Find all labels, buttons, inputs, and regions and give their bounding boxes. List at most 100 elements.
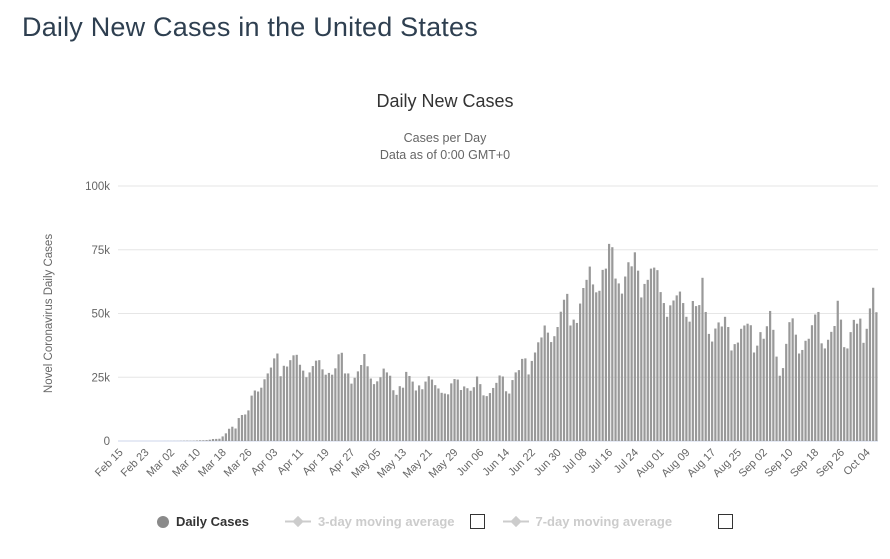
daily-cases-bar[interactable]	[855, 323, 859, 441]
daily-cases-bar[interactable]	[540, 337, 543, 441]
daily-cases-bar[interactable]	[797, 353, 801, 441]
daily-cases-bar[interactable]	[785, 343, 788, 442]
daily-cases-bar[interactable]	[321, 369, 324, 442]
daily-cases-bar[interactable]	[862, 342, 865, 441]
daily-cases-bar[interactable]	[617, 283, 620, 441]
daily-cases-bar[interactable]	[405, 371, 408, 441]
daily-cases-bar[interactable]	[624, 276, 627, 441]
daily-cases-bar[interactable]	[743, 325, 746, 442]
daily-cases-bar[interactable]	[566, 293, 569, 442]
daily-cases-bar[interactable]	[524, 358, 527, 441]
daily-cases-bar[interactable]	[804, 340, 807, 441]
daily-cases-bar[interactable]	[630, 266, 633, 441]
daily-cases-bar[interactable]	[376, 381, 379, 441]
daily-cases-bar[interactable]	[788, 322, 791, 441]
daily-cases-bar[interactable]	[369, 378, 372, 441]
daily-cases-bar[interactable]	[553, 336, 556, 441]
daily-cases-bar[interactable]	[469, 390, 472, 441]
daily-cases-bar[interactable]	[875, 312, 878, 442]
daily-cases-bar[interactable]	[678, 291, 682, 441]
daily-cases-bar[interactable]	[250, 395, 253, 441]
daily-cases-bar[interactable]	[588, 266, 591, 441]
daily-cases-bar[interactable]	[736, 342, 740, 441]
daily-cases-bar[interactable]	[363, 354, 366, 441]
daily-cases-bar[interactable]	[227, 428, 231, 441]
daily-cases-bar[interactable]	[356, 371, 360, 441]
daily-cases-bar[interactable]	[247, 410, 250, 441]
daily-cases-bar[interactable]	[579, 303, 582, 441]
daily-cases-bar[interactable]	[318, 360, 321, 441]
daily-cases-bar[interactable]	[199, 440, 202, 441]
daily-cases-bar[interactable]	[868, 308, 872, 441]
daily-cases-bar[interactable]	[385, 372, 389, 441]
daily-cases-bar[interactable]	[749, 325, 752, 441]
daily-cases-bar[interactable]	[752, 352, 756, 441]
daily-cases-bar[interactable]	[672, 300, 675, 442]
daily-cases-bar[interactable]	[427, 376, 430, 441]
daily-cases-bar[interactable]	[807, 338, 810, 442]
daily-cases-bar[interactable]	[714, 328, 717, 441]
daily-cases-bar[interactable]	[836, 300, 839, 441]
daily-cases-bar[interactable]	[285, 366, 289, 441]
daily-cases-bar[interactable]	[636, 270, 640, 441]
daily-cases-bar[interactable]	[398, 386, 401, 442]
daily-cases-bar[interactable]	[279, 376, 282, 441]
daily-cases-bar[interactable]	[604, 268, 607, 441]
daily-cases-bar[interactable]	[633, 252, 636, 441]
daily-cases-bar[interactable]	[298, 364, 302, 441]
daily-cases-bar[interactable]	[701, 277, 704, 441]
daily-cases-bar[interactable]	[694, 306, 698, 442]
daily-cases-bar[interactable]	[430, 379, 434, 442]
daily-cases-bar[interactable]	[556, 327, 559, 441]
daily-cases-bar[interactable]	[260, 387, 263, 441]
daily-cases-bar[interactable]	[382, 368, 385, 441]
daily-cases-bar[interactable]	[817, 311, 820, 441]
daily-cases-bar[interactable]	[379, 377, 382, 441]
daily-cases-bar[interactable]	[485, 396, 488, 441]
daily-cases-bar[interactable]	[543, 325, 546, 442]
daily-cases-bar[interactable]	[704, 311, 707, 441]
daily-cases-bar[interactable]	[591, 284, 595, 441]
daily-cases-bar[interactable]	[314, 360, 318, 442]
daily-cases-bar[interactable]	[482, 395, 485, 442]
daily-cases-bar[interactable]	[640, 297, 643, 441]
daily-cases-bar[interactable]	[479, 384, 482, 441]
daily-cases-bar[interactable]	[347, 373, 350, 442]
daily-cases-bar[interactable]	[582, 288, 585, 441]
daily-cases-bar[interactable]	[595, 292, 598, 441]
daily-cases-bar[interactable]	[450, 383, 453, 441]
daily-cases-bar[interactable]	[417, 385, 421, 441]
daily-cases-bar[interactable]	[211, 439, 215, 441]
daily-cases-bar[interactable]	[504, 391, 508, 441]
daily-cases-bar[interactable]	[475, 376, 479, 442]
daily-cases-bar[interactable]	[688, 321, 691, 441]
daily-cases-bar[interactable]	[514, 372, 517, 441]
daily-cases-bar[interactable]	[292, 355, 295, 441]
daily-cases-bar[interactable]	[646, 279, 649, 441]
daily-cases-bar[interactable]	[572, 319, 575, 441]
7day-checkbox[interactable]	[718, 514, 734, 529]
daily-cases-bar[interactable]	[408, 375, 411, 442]
daily-cases-bar[interactable]	[569, 325, 572, 442]
daily-cases-bar[interactable]	[343, 373, 347, 442]
daily-cases-bar[interactable]	[711, 341, 714, 441]
daily-cases-bar[interactable]	[772, 329, 775, 441]
daily-cases-bar[interactable]	[575, 322, 579, 442]
daily-cases-bar[interactable]	[340, 352, 343, 441]
daily-cases-bar[interactable]	[537, 342, 540, 441]
daily-cases-bar[interactable]	[459, 390, 463, 441]
daily-cases-bar[interactable]	[237, 418, 240, 441]
daily-cases-bar[interactable]	[195, 440, 199, 441]
daily-cases-bar[interactable]	[559, 311, 562, 441]
daily-cases-bar[interactable]	[221, 436, 224, 441]
daily-cases-bar[interactable]	[820, 343, 823, 441]
daily-cases-bar[interactable]	[492, 387, 495, 441]
daily-cases-bar[interactable]	[865, 328, 868, 441]
daily-cases-bar[interactable]	[253, 390, 256, 441]
daily-cases-bar[interactable]	[533, 352, 537, 441]
daily-cases-bar[interactable]	[517, 370, 521, 441]
daily-cases-bar[interactable]	[366, 366, 369, 441]
daily-cases-bar[interactable]	[823, 348, 826, 442]
daily-cases-bar[interactable]	[302, 370, 305, 441]
daily-cases-bar[interactable]	[717, 322, 720, 442]
